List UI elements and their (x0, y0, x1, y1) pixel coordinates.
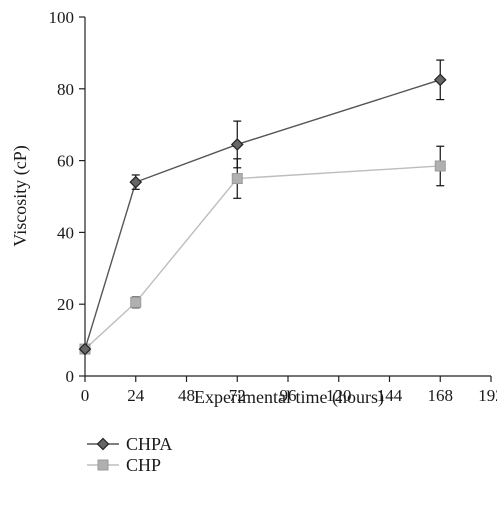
legend-item-chpa: CHPA (87, 434, 172, 454)
data-point-chp (231, 173, 243, 185)
axes (84, 17, 491, 377)
data-point-chpa (433, 73, 447, 87)
legend-item-chp: CHP (87, 455, 161, 475)
data-point-chpa (129, 175, 143, 189)
y-tick-label: 60 (57, 152, 74, 171)
y-tick-label: 40 (57, 223, 74, 242)
x-tick-label: 96 (280, 386, 297, 405)
x-tick-label: 144 (377, 386, 403, 405)
legend-marker-chp (97, 459, 109, 471)
legend-label: CHPA (126, 434, 172, 454)
legend-marker-chpa (96, 437, 110, 451)
x-tick-label: 24 (127, 386, 145, 405)
data-point-chp (130, 296, 142, 308)
y-tick-label: 100 (49, 8, 75, 27)
y-tick-label: 0 (66, 367, 75, 386)
y-tick-label: 80 (57, 80, 74, 99)
x-tick-label: 192 (478, 386, 497, 405)
series-layer (78, 59, 447, 356)
y-tick-label: 20 (57, 295, 74, 314)
x-tick-label: 0 (81, 386, 90, 405)
series-line-chpa (84, 79, 441, 350)
x-tick-label: 120 (326, 386, 352, 405)
x-tick-label: 168 (428, 386, 454, 405)
x-axis-title: Experimental time (hours) (194, 387, 384, 408)
data-point-chpa (78, 342, 92, 356)
data-point-chp (434, 160, 446, 172)
series-chpa (78, 59, 447, 356)
legend-label: CHP (126, 455, 161, 475)
series-line-chp (84, 165, 441, 350)
ticks: 0 24 48 72 96 120 144 168 192 0 20 40 60 80 100 (49, 8, 497, 405)
x-tick-label: 72 (229, 386, 246, 405)
y-axis-title: Viscosity (cP) (10, 145, 31, 246)
data-point-chpa (230, 138, 244, 151)
x-tick-label: 48 (178, 386, 195, 405)
